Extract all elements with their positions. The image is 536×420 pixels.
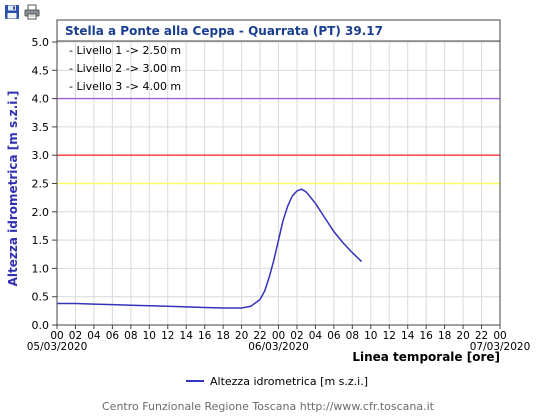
x-tick-label: 16 (198, 330, 212, 342)
x-tick-label: 08 (124, 330, 137, 342)
x-tick-label: 00 (493, 330, 506, 342)
x-tick-label: 00 (272, 330, 285, 342)
y-axis-label: Altezza idrometrica [m s.z.i.] (6, 91, 20, 287)
y-tick-label: 0.0 (32, 319, 50, 332)
x-axis-label: Linea temporale [ore] (352, 350, 500, 364)
threshold-label-3: - Livello 3 -> 4.00 m (69, 80, 181, 93)
title-box-rect (56, 19, 501, 42)
x-tick-label: 20 (235, 330, 248, 342)
y-tick-label: 2.0 (32, 206, 50, 219)
x-tick-label: 02 (69, 330, 82, 342)
x-tick-label: 22 (475, 330, 488, 342)
x-tick-label: 04 (87, 330, 101, 342)
hydrometric-chart: Stella a Ponte alla Ceppa - Quarrata (PT… (6, 19, 531, 388)
x-tick-label: 12 (383, 330, 396, 342)
y-tick-label: 1.5 (32, 234, 50, 247)
x-tick-label: 10 (364, 330, 377, 342)
legend: Altezza idrometrica [m s.z.i.] (186, 375, 368, 388)
title-box: Stella a Ponte alla Ceppa - Quarrata (PT… (56, 19, 501, 42)
y-tick-label: 1.0 (32, 262, 50, 275)
floppy-disk-icon[interactable] (4, 4, 20, 20)
legend-label-1: Altezza idrometrica [m s.z.i.] (210, 375, 368, 388)
x-tick-label: 18 (438, 330, 451, 342)
y-tick-label: 2.5 (32, 178, 50, 191)
x-tick-label: 06 (327, 330, 341, 342)
threshold-label-1: - Livello 1 -> 2.50 m (69, 44, 181, 57)
x-date-label: 06/03/2020 (248, 341, 309, 353)
y-tick-label: 3.5 (32, 121, 50, 134)
series-layer (57, 188, 363, 309)
y-axis: 0.0 0.5 1.0 1.5 2.0 2.5 3.0 3.5 4.0 4.5 5.0 (32, 36, 57, 332)
threshold-legend: - Livello 1 -> 2.50 m - Livello 2 -> 3.00… (69, 44, 181, 93)
x-tick-label: 18 (216, 330, 229, 342)
threshold-lines (57, 97, 500, 185)
y-tick-label: 4.0 (32, 93, 50, 106)
x-axis: 00 02 04 06 08 10 12 14 16 18 20 22 00 02 04 06 08 10 12 14… (27, 325, 531, 353)
x-date-label: 05/03/2020 (27, 341, 88, 353)
x-date-label: 07/03/2020 (470, 341, 531, 353)
y-tick-label: 3.0 (32, 149, 50, 162)
x-tick-label: 14 (401, 330, 415, 342)
x-tick-label: 22 (253, 330, 266, 342)
x-tick-label: 02 (290, 330, 303, 342)
x-tick-label: 20 (456, 330, 469, 342)
x-tick-label: 14 (180, 330, 194, 342)
x-tick-label: 08 (346, 330, 359, 342)
y-tick-label: 5.0 (32, 36, 50, 49)
series-line-1 (57, 188, 363, 309)
chart-title: Stella a Ponte alla Ceppa - Quarrata (PT… (65, 24, 383, 38)
toolbar (4, 4, 40, 20)
threshold-label-2: - Livello 2 -> 3.00 m (69, 62, 181, 75)
footer-credit: Centro Funzionale Regione Toscana http:/… (102, 400, 434, 413)
printer-icon[interactable] (24, 4, 40, 20)
x-tick-label: 10 (143, 330, 156, 342)
x-tick-label: 06 (106, 330, 120, 342)
y-tick-label: 0.5 (32, 291, 50, 304)
x-tick-label: 16 (419, 330, 433, 342)
x-tick-label: 12 (161, 330, 174, 342)
y-tick-label: 4.5 (32, 64, 50, 77)
x-tick-label: 04 (309, 330, 323, 342)
x-tick-label: 00 (50, 330, 63, 342)
